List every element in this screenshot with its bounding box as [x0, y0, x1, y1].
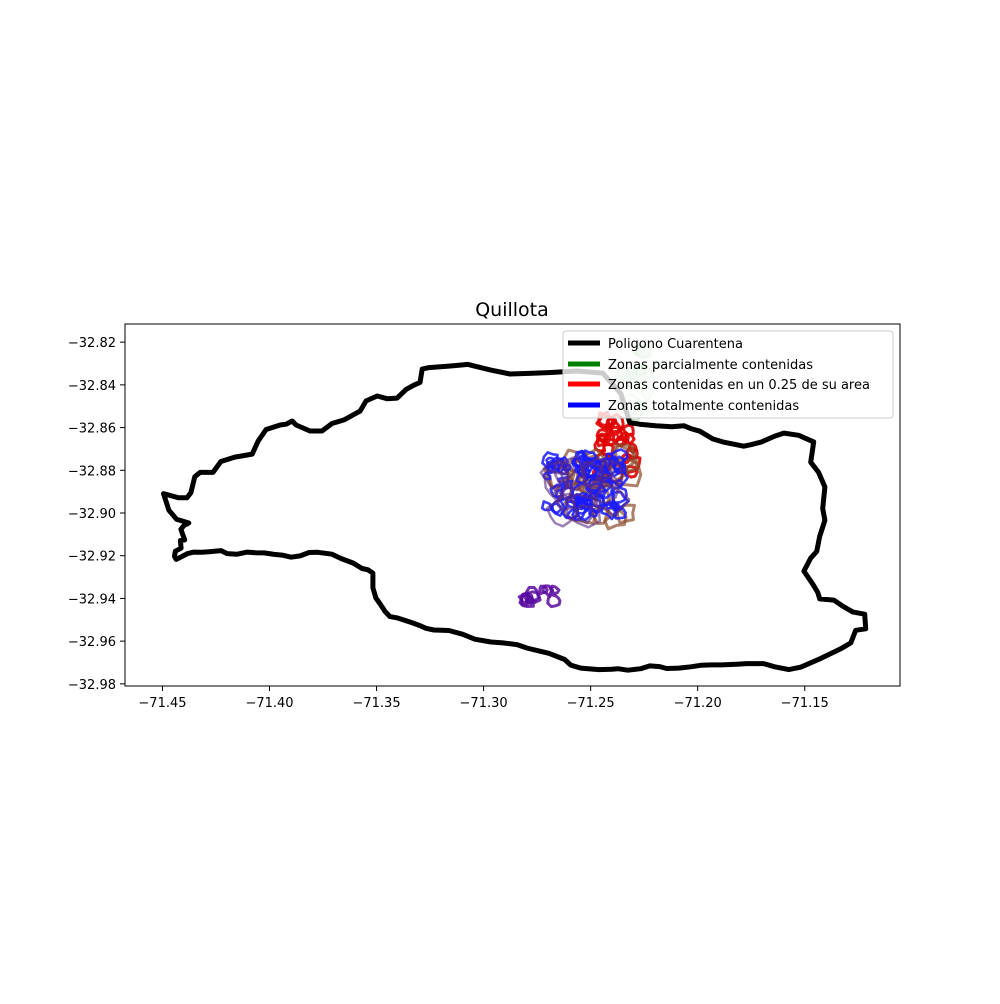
- south-zone: [538, 584, 549, 595]
- overlap-zone: [545, 493, 578, 528]
- y-tick-label: −32.88: [68, 464, 116, 479]
- overlap-zone: [553, 458, 577, 483]
- quarter-zone: [619, 431, 630, 443]
- overlap-zone: [579, 460, 605, 488]
- overlap-zone: [589, 472, 620, 505]
- y-tick-label: −32.82: [68, 336, 116, 351]
- total-zone: [610, 448, 629, 465]
- overlap-zone: [556, 492, 576, 512]
- plot-frame: [124, 323, 901, 687]
- y-tick-label: −32.86: [68, 422, 116, 437]
- south-zone: [517, 593, 532, 607]
- legend-entry-poligono: Poligono Cuarentena: [568, 337, 743, 352]
- x-tick-label: −71.40: [245, 696, 293, 711]
- x-tick-label: −71.35: [352, 696, 400, 711]
- south-zone: [546, 593, 562, 609]
- x-axis: −71.45 −71.40 −71.35 −71.30 −71.25 −71.20 −71.…: [138, 686, 829, 711]
- quarter-zone: [597, 432, 610, 445]
- x-tick-label: −71.15: [781, 696, 829, 711]
- south-zone: [525, 586, 542, 605]
- quarter-zone: [595, 428, 610, 444]
- y-tick-label: −32.84: [68, 379, 116, 394]
- y-axis: −32.82 −32.84 −32.86 −32.88 −32.90 −32.92 −32.…: [68, 336, 125, 693]
- y-tick-label: −32.92: [68, 550, 116, 565]
- chart-title: Quillota: [475, 299, 549, 321]
- legend-box: [562, 330, 894, 419]
- x-tick-label: −71.30: [460, 696, 508, 711]
- overlap-zone: [575, 504, 594, 525]
- overlap-zone: [582, 456, 614, 488]
- y-tick-label: −32.94: [68, 592, 116, 607]
- legend-entry-025: Zonas contenidas en un 0.25 de su area: [568, 378, 870, 393]
- legend-label-total: Zonas totalmente contenidas: [608, 399, 799, 414]
- legend-label-025: Zonas contenidas en un 0.25 de su area: [608, 378, 870, 393]
- south-zone: [548, 584, 561, 596]
- y-tick-label: −32.98: [68, 678, 116, 693]
- legend-entry-parcial: Zonas parcialmente contenidas: [568, 358, 813, 373]
- y-tick-label: −32.90: [68, 507, 116, 522]
- legend-label-parcial: Zonas parcialmente contenidas: [608, 358, 813, 373]
- legend-entry-total: Zonas totalmente contenidas: [568, 399, 799, 414]
- mixed-zone: [614, 443, 635, 470]
- legend-label-poligono: Poligono Cuarentena: [608, 337, 743, 352]
- quarter-zone: [600, 442, 615, 459]
- x-tick-label: −71.20: [674, 696, 722, 711]
- y-tick-label: −32.96: [68, 635, 116, 650]
- legend: Poligono Cuarentena Zonas parcialmente c…: [562, 330, 894, 419]
- x-tick-label: −71.45: [138, 696, 186, 711]
- x-tick-label: −71.25: [567, 696, 615, 711]
- quarantine-polygon: [161, 361, 869, 673]
- overlap-zone: [539, 461, 569, 495]
